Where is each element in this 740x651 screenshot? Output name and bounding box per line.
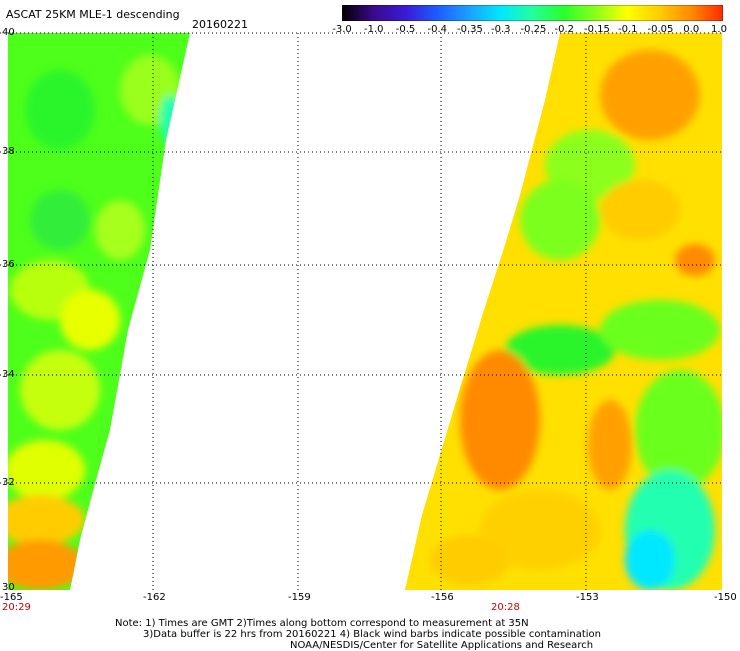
color-scale-label: -0.1 <box>617 24 638 35</box>
note-line-1: Note: 1) Times are GMT 2)Times along bot… <box>115 618 529 629</box>
lat-label-30: 30 <box>2 582 15 593</box>
left-swath-time: 20:29 <box>2 602 31 613</box>
lat-label-36: 36 <box>2 259 15 270</box>
color-scale-label: -3.0 <box>332 24 352 35</box>
color-scale-label: 1.0 <box>711 24 727 35</box>
lon-label-156: -156 <box>431 592 454 603</box>
left-swath <box>8 33 190 590</box>
lat-label-32: 32 <box>2 477 15 488</box>
color-scale-label: -0.4 <box>427 24 447 35</box>
lon-label-159: -159 <box>288 592 311 603</box>
color-scale-label: -0.2 <box>554 24 574 35</box>
color-scale-label: -0.5 <box>395 24 416 35</box>
lat-label-34: 34 <box>2 369 15 380</box>
color-scale-label: -0.35 <box>457 24 483 35</box>
product-title: ASCAT 25KM MLE-1 descending <box>6 8 180 21</box>
color-scale-label: -0.15 <box>584 24 610 35</box>
color-scale-label: 0.0 <box>683 24 700 35</box>
right-swath-time: 20:28 <box>491 602 520 613</box>
lon-label-162: -162 <box>143 592 166 603</box>
color-scale-label: -0.3 <box>490 24 511 35</box>
color-scale-label: -0.25 <box>520 24 547 35</box>
color-scale-gradient <box>342 5 723 21</box>
lon-label-150: -150 <box>714 592 737 603</box>
product-date: 20160221 <box>192 18 248 31</box>
color-scale-bar <box>342 5 723 21</box>
lon-label-153: -153 <box>576 592 599 603</box>
lat-label-40: 40 <box>2 27 15 38</box>
map-grid <box>0 32 722 590</box>
lon-label-165: -165 <box>0 592 23 603</box>
right-swath <box>405 33 722 590</box>
color-scale-label: -1.0 <box>363 24 384 35</box>
note-line-3: NOAA/NESDIS/Center for Satellite Applica… <box>290 640 594 651</box>
color-scale-label: -0.05 <box>647 24 674 35</box>
note-line-2: 3)Data buffer is 22 hrs from 20160221 4)… <box>143 629 601 640</box>
lat-label-38: 38 <box>2 146 15 157</box>
